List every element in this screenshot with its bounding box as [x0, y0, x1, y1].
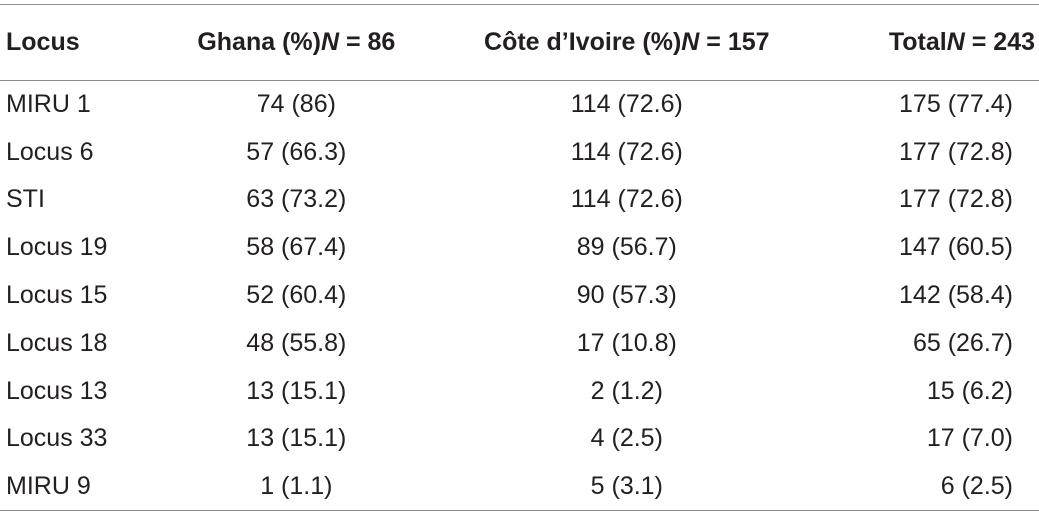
header-total-n-var: N: [946, 28, 965, 56]
cell-cote-divoire: 114 (72.6): [570, 137, 683, 166]
cell-cote-divoire: 4 (2.5): [590, 424, 663, 453]
header-locus: Locus: [0, 4, 152, 81]
table-body: MIRU 1 74 (86) 114 (72.6) 175 (77.4) Loc…: [0, 81, 1039, 512]
cell-ghana: 52 (60.4): [246, 281, 347, 310]
table-row: Locus 15 52 (60.4) 90 (57.3) 142 (58.4): [0, 272, 1039, 320]
header-civ-label: Côte d’Ivoire (%): [484, 28, 682, 56]
table-row: Locus 13 13 (15.1) 2 (1.2) 15 (6.2): [0, 367, 1039, 415]
cell-locus: Locus 19: [6, 233, 108, 262]
cell-cote-divoire: 114 (72.6): [570, 185, 683, 214]
table-row: Locus 18 48 (55.8) 17 (10.8) 65 (26.7): [0, 319, 1039, 367]
cell-ghana: 48 (55.8): [246, 328, 347, 357]
header-civ-n-value: = 157: [699, 28, 770, 56]
cell-ghana: 13 (15.1): [246, 376, 347, 405]
header-total-label: Total: [888, 28, 947, 56]
header-ghana-label: Ghana (%): [197, 28, 321, 56]
cell-total: 177 (72.8): [899, 185, 1013, 214]
cell-cote-divoire: 90 (57.3): [576, 281, 677, 310]
cell-cote-divoire: 17 (10.8): [576, 328, 677, 357]
cell-total: 147 (60.5): [899, 233, 1013, 262]
cell-locus: STI: [6, 185, 45, 214]
cell-total: 142 (58.4): [899, 281, 1013, 310]
cell-locus: Locus 33: [6, 424, 108, 453]
header-ghana: Ghana (%)N = 86: [151, 4, 442, 81]
cell-locus: MIRU 1: [6, 90, 91, 119]
table-header: Locus Ghana (%)N = 86 Côte d’Ivoire (%)N…: [0, 4, 1039, 81]
cell-locus: Locus 13: [6, 376, 108, 405]
cell-ghana: 13 (15.1): [246, 424, 347, 453]
cell-locus: Locus 18: [6, 328, 108, 357]
cell-total: 177 (72.8): [899, 137, 1013, 166]
table-row: MIRU 1 74 (86) 114 (72.6) 175 (77.4): [0, 81, 1039, 129]
header-cote-divoire: Côte d’Ivoire (%)N = 157: [441, 4, 813, 81]
cell-cote-divoire: 89 (56.7): [576, 233, 677, 262]
cell-ghana: 58 (67.4): [246, 233, 347, 262]
table-row: STI 63 (73.2) 114 (72.6) 177 (72.8): [0, 176, 1039, 224]
locus-frequency-table: Locus Ghana (%)N = 86 Côte d’Ivoire (%)N…: [0, 4, 1039, 512]
cell-total: 6 (2.5): [812, 462, 1039, 512]
cell-total: 17 (7.0): [926, 424, 1013, 453]
cell-total: 175 (77.4): [899, 90, 1013, 119]
cell-locus: Locus 6: [6, 137, 94, 166]
cell-total: 15 (6.2): [926, 376, 1013, 405]
cell-cote-divoire: 5 (3.1): [441, 462, 813, 512]
cell-ghana: 57 (66.3): [246, 137, 347, 166]
cell-cote-divoire: 2 (1.2): [590, 376, 663, 405]
cell-ghana: 63 (73.2): [246, 185, 347, 214]
table-row: MIRU 9 1 (1.1) 5 (3.1) 6 (2.5): [0, 462, 1039, 512]
cell-ghana: 1 (1.1): [151, 462, 442, 512]
table-row: Locus 33 13 (15.1) 4 (2.5) 17 (7.0): [0, 415, 1039, 463]
header-total: TotalN = 243: [812, 4, 1039, 81]
cell-ghana: 74 (86): [256, 90, 336, 119]
header-total-n-value: = 243: [964, 28, 1035, 56]
cell-cote-divoire: 114 (72.6): [570, 90, 683, 119]
cell-locus: MIRU 9: [0, 462, 152, 512]
table-row: Locus 19 58 (67.4) 89 (56.7) 147 (60.5): [0, 224, 1039, 272]
header-ghana-n-value: = 86: [339, 28, 396, 56]
cell-total: 65 (26.7): [912, 328, 1013, 357]
header-civ-n-var: N: [681, 28, 700, 56]
cell-locus: Locus 15: [6, 281, 108, 310]
header-ghana-n-var: N: [320, 28, 340, 56]
table-row: Locus 6 57 (66.3) 114 (72.6) 177 (72.8): [0, 128, 1039, 176]
header-row: Locus Ghana (%)N = 86 Côte d’Ivoire (%)N…: [0, 4, 1039, 81]
